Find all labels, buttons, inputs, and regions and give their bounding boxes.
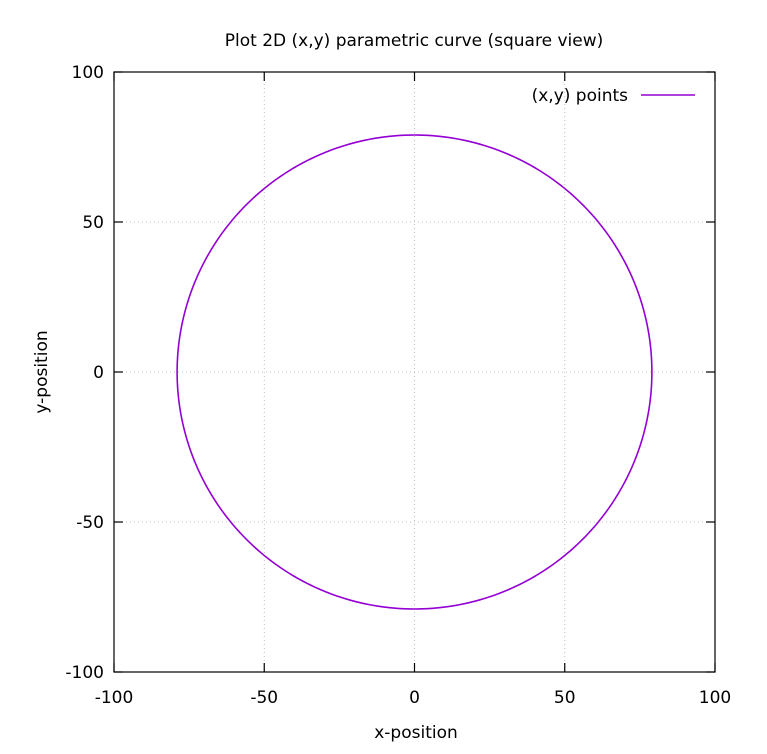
y-axis-label: y-position [32,330,52,413]
x-tick-labels: -100 -50 0 50 100 [95,688,732,708]
legend-label: (x,y) points [532,86,629,106]
x-tick-label: -50 [250,688,278,708]
x-tick-label: 100 [699,688,731,708]
y-tick-label: 100 [72,63,104,83]
series-layer [176,134,653,610]
x-axis-label: x-position [374,723,458,743]
axis-ticks [113,71,716,673]
y-tick-label: -50 [76,513,104,533]
series-line [176,134,653,610]
y-tick-label: -100 [65,663,104,683]
gridlines [114,72,715,672]
y-tick-label: 50 [82,213,104,233]
chart-title: Plot 2D (x,y) parametric curve (square v… [225,31,603,51]
y-tick-labels: -100 -50 0 50 100 [65,63,104,683]
y-tick-label: 0 [93,363,104,383]
legend: (x,y) points [532,86,695,106]
x-tick-label: 0 [409,688,420,708]
x-tick-label: -100 [95,688,134,708]
x-tick-label: 50 [554,688,576,708]
